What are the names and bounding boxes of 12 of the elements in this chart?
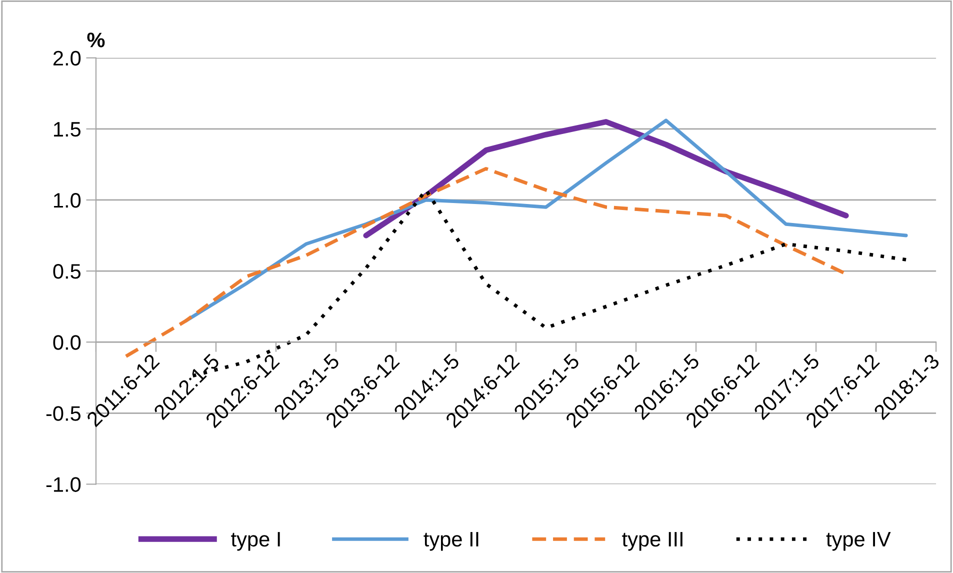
y-tick-label: 1.5 (54, 122, 81, 137)
y-tick-label: 0.0 (53, 335, 81, 350)
legend-label: type III (622, 532, 682, 551)
y-axis-title: % (87, 32, 105, 48)
legend-label: type II (424, 532, 478, 551)
legend-label: type IV (826, 532, 891, 551)
y-tick-label: 1.0 (54, 192, 81, 208)
y-tick-label: -0.5 (46, 406, 81, 421)
y-tick-label: 0.5 (53, 264, 81, 279)
y-tick-label: -1.0 (46, 477, 81, 492)
legend-label: type I (231, 532, 280, 551)
y-tick-label: 2.0 (53, 50, 81, 66)
